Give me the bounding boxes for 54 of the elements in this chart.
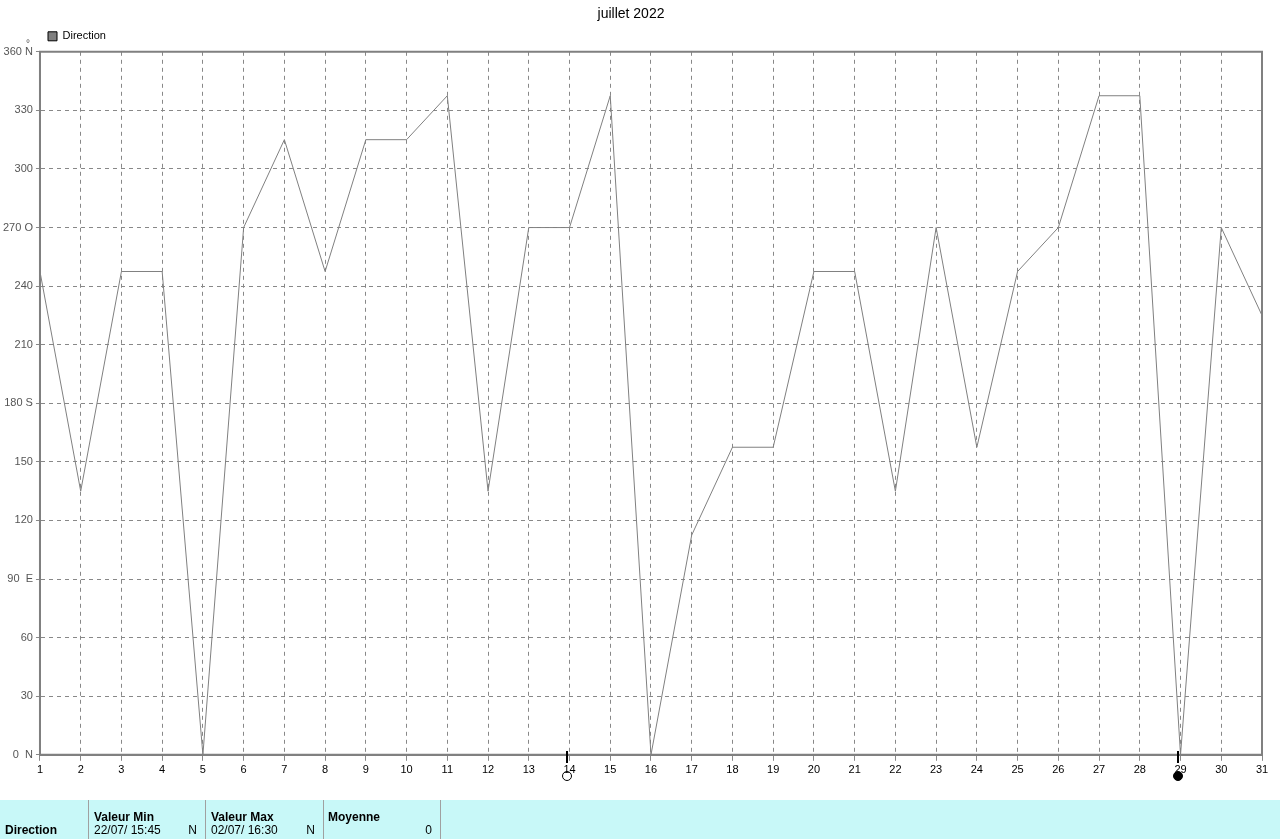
x-tick-label: 27 bbox=[1092, 763, 1106, 776]
y-tick-label: 30 bbox=[20, 689, 33, 702]
text: Direction bbox=[5, 823, 58, 837]
x-tick-label: 16 bbox=[644, 763, 658, 776]
y-tick-label: 300 bbox=[14, 162, 33, 174]
x-tick-label: 12 bbox=[481, 763, 495, 776]
y-tick-label: 90 E bbox=[7, 572, 33, 585]
x-tick-label: 21 bbox=[848, 763, 861, 776]
x-tick-label: 1 bbox=[36, 763, 44, 776]
text: Valeur Max bbox=[211, 810, 274, 824]
x-tick-label: 9 bbox=[362, 763, 369, 776]
y-tick-label: 0 N bbox=[12, 747, 34, 760]
text: Valeur Min bbox=[94, 810, 155, 824]
y-tick-label: 210 bbox=[14, 337, 33, 350]
x-tick-label: 22 bbox=[889, 763, 902, 776]
legend-label: Direction bbox=[62, 29, 106, 42]
x-tick-label: 10 bbox=[400, 763, 413, 776]
x-tick-label: 30 bbox=[1215, 763, 1228, 776]
y-tick-label: 360 N bbox=[3, 44, 34, 57]
y-tick-label: 150 bbox=[14, 454, 33, 467]
y-tick-label: 180 S bbox=[4, 396, 33, 409]
text: 02/07/ 16:30 bbox=[211, 823, 278, 837]
x-tick-label: 7 bbox=[281, 763, 288, 776]
chart-title: juillet 2022 bbox=[596, 5, 665, 22]
x-tick-label: 4 bbox=[159, 763, 166, 776]
y-tick-label: 240 bbox=[14, 279, 33, 292]
x-tick-label: 8 bbox=[322, 763, 329, 776]
y-tick-label: 330 bbox=[14, 103, 33, 116]
text: Moyenne bbox=[328, 810, 381, 824]
x-tick-label: 23 bbox=[930, 763, 943, 776]
x-tick-label: 19 bbox=[767, 763, 780, 776]
x-tick-label: 17 bbox=[685, 763, 698, 776]
x-tick-label: 14 bbox=[563, 763, 576, 776]
text: 0 bbox=[425, 823, 432, 837]
y-tick-label: 270 O bbox=[3, 220, 34, 233]
y-tick-label: 120 bbox=[14, 513, 33, 526]
x-tick-label: 18 bbox=[726, 763, 739, 776]
x-tick-label: 31 bbox=[1255, 763, 1269, 776]
text: N bbox=[306, 823, 315, 837]
y-tick-label: 60 bbox=[20, 630, 33, 643]
x-tick-label: 2 bbox=[77, 763, 84, 776]
x-tick-label: 5 bbox=[199, 763, 206, 776]
x-tick-label: 3 bbox=[118, 763, 125, 776]
x-tick-label: 13 bbox=[522, 763, 535, 776]
x-tick-label: 15 bbox=[604, 763, 617, 776]
x-tick-label: 6 bbox=[240, 763, 247, 776]
x-tick-label: 25 bbox=[1011, 763, 1024, 776]
x-tick-label: 26 bbox=[1052, 763, 1065, 776]
x-tick-label: 20 bbox=[807, 763, 821, 776]
text: N bbox=[188, 823, 197, 837]
x-tick-label: 24 bbox=[970, 763, 983, 776]
x-tick-label: 28 bbox=[1133, 763, 1146, 776]
text: 22/07/ 15:45 bbox=[94, 823, 161, 837]
x-tick-label: 11 bbox=[441, 763, 454, 776]
